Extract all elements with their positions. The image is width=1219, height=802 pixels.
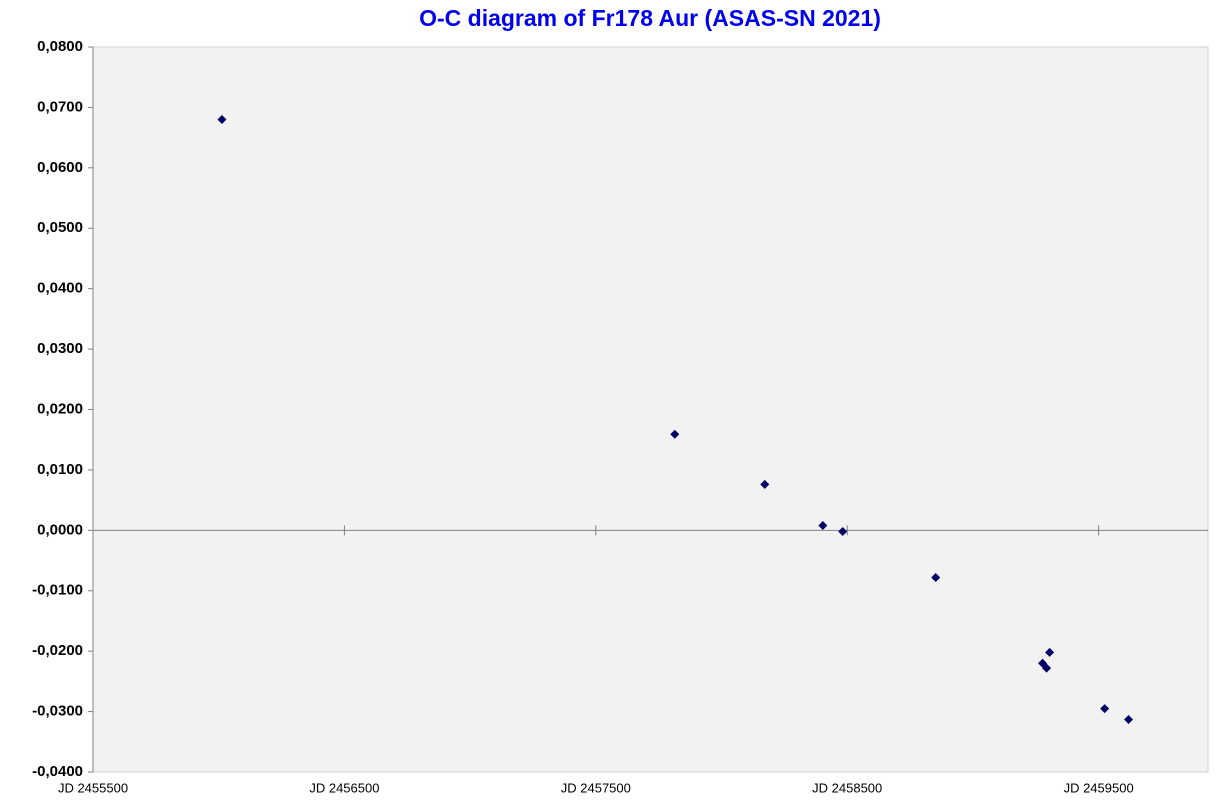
y-tick-label: -0,0100 xyxy=(32,582,83,599)
chart-title: O-C diagram of Fr178 Aur (ASAS-SN 2021) xyxy=(419,5,881,31)
y-tick-label: 0,0800 xyxy=(37,38,83,55)
point xyxy=(1100,704,1110,714)
y-tick-label: 0,0000 xyxy=(37,521,83,538)
point xyxy=(818,521,828,530)
y-tick-label: 0,0300 xyxy=(37,340,83,357)
y-tick-label: 0,0500 xyxy=(37,219,83,236)
x-tick-label: JD 2457500 xyxy=(561,780,631,795)
point xyxy=(670,429,680,439)
y-tick-label: -0,0300 xyxy=(32,703,83,720)
x-tick-label: JD 2458500 xyxy=(812,780,882,795)
point xyxy=(838,527,848,537)
y-tick-label: 0,0700 xyxy=(37,98,83,115)
y-tick-label: 0,0400 xyxy=(37,280,83,297)
y-tick-label: -0,0400 xyxy=(32,763,83,780)
point xyxy=(1042,663,1052,673)
y-tick-label: -0,0200 xyxy=(32,642,83,659)
plot-area xyxy=(92,46,1209,773)
x-tick-label: JD 2455500 xyxy=(58,780,128,795)
point xyxy=(931,572,941,582)
x-tick-label: JD 2459500 xyxy=(1064,780,1134,795)
point xyxy=(217,115,227,124)
y-tick-label: 0,0200 xyxy=(37,400,83,417)
point xyxy=(760,479,770,489)
y-tick-label: 0,0600 xyxy=(37,159,83,176)
x-tick-label: JD 2456500 xyxy=(309,780,379,795)
point xyxy=(1045,647,1055,657)
y-tick-label: 0,0100 xyxy=(37,461,83,478)
point xyxy=(1124,714,1134,724)
